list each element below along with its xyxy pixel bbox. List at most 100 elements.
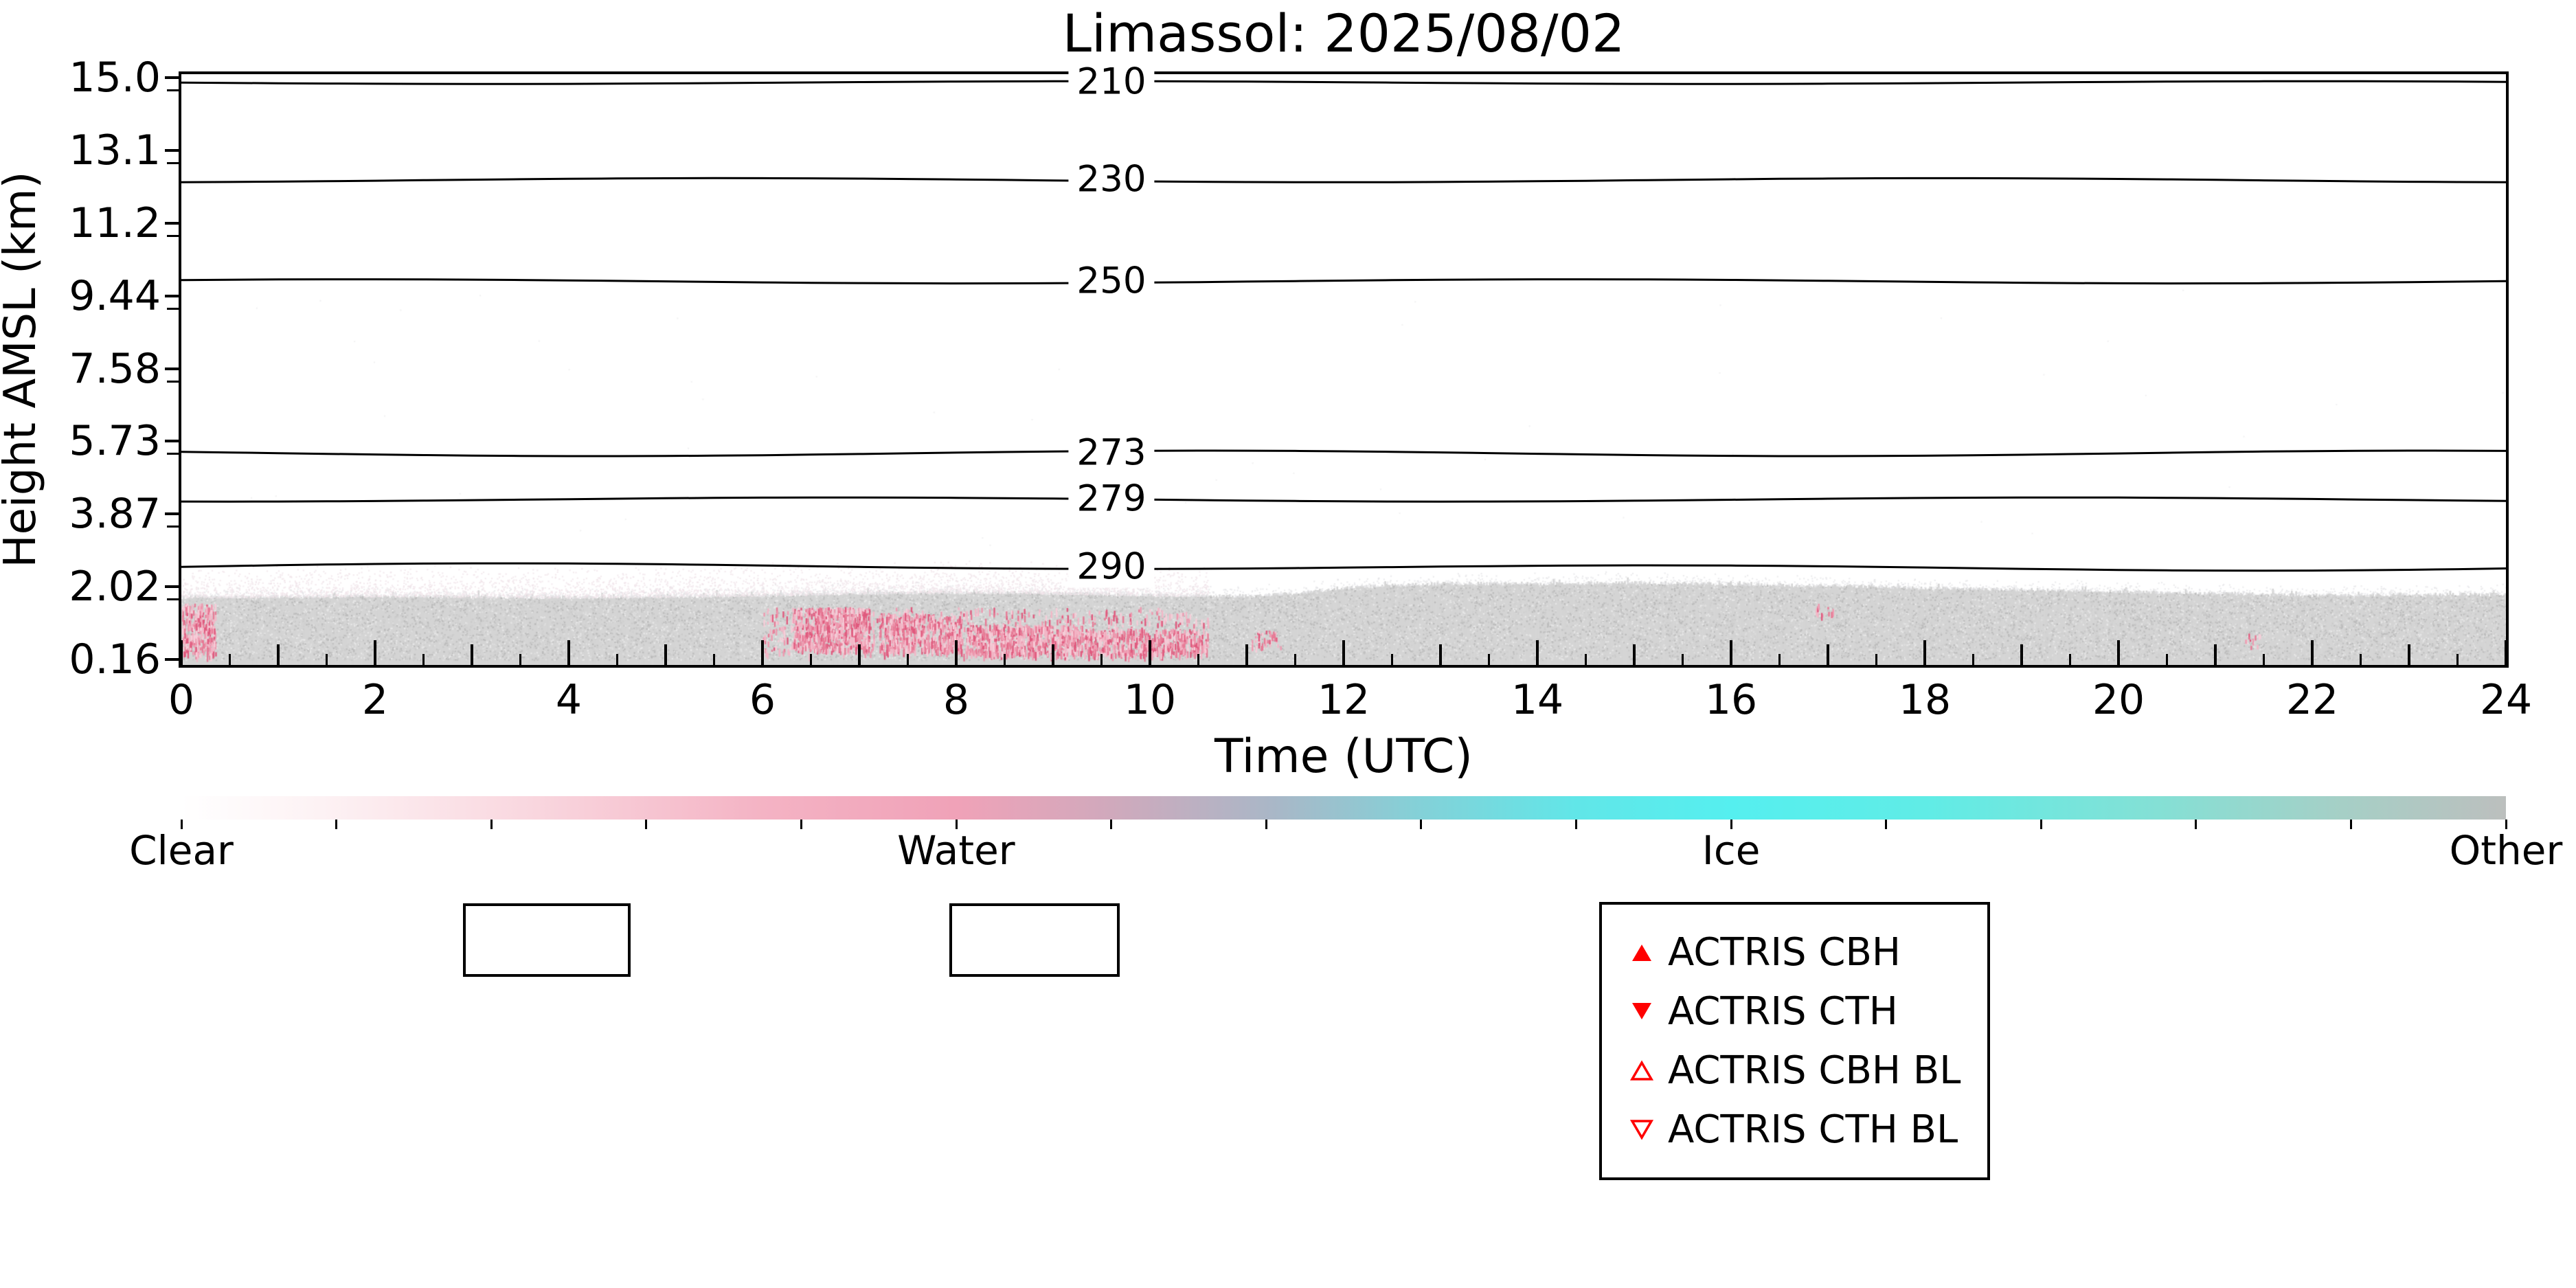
triangle-up-filled-icon (1632, 945, 1651, 961)
colorbar-tick (2040, 820, 2042, 829)
y-minor-tick (167, 234, 181, 237)
x-tick-label: 2 (361, 676, 389, 724)
x-tick (664, 644, 667, 665)
isotherm-label: 230 (1068, 159, 1155, 201)
classification-canvas (181, 74, 2506, 665)
isotherm-label: 210 (1068, 61, 1155, 104)
x-tick (858, 644, 861, 665)
x-tick-label: 22 (2285, 676, 2339, 724)
y-major-tick (165, 440, 181, 443)
y-tick-label: 13.1 (69, 126, 161, 174)
colorbar-tick (1265, 820, 1267, 829)
x-tick (1294, 654, 1296, 665)
x-tick (2311, 640, 2314, 665)
x-tick (2020, 644, 2023, 665)
y-minor-tick (167, 89, 181, 91)
y-tick-label: 5.73 (69, 417, 161, 466)
x-tick-label: 0 (168, 676, 195, 724)
colorbar-tick (2505, 820, 2507, 829)
y-tick-label: 11.2 (69, 199, 161, 247)
x-tick-label: 4 (555, 676, 583, 724)
x-tick (2408, 644, 2410, 665)
x-tick (277, 644, 280, 665)
isotherm-line (181, 177, 2506, 183)
x-tick-label: 18 (1898, 676, 1952, 724)
colorbar-tick (1420, 820, 1423, 829)
x-tick (1100, 654, 1103, 665)
colorbar-tick (955, 820, 958, 829)
x-tick-label: 14 (1511, 676, 1564, 724)
x-tick (1972, 654, 1974, 665)
x-tick (1633, 644, 1636, 665)
y-tick-label: 15.0 (69, 54, 161, 102)
x-tick (2505, 640, 2507, 665)
x-tick (2166, 654, 2168, 665)
empty-box-1 (463, 903, 631, 977)
x-axis-title: Time (UTC) (1214, 730, 1473, 784)
legend-entry-label: ACTRIS CBH (1668, 929, 1901, 975)
x-tick-label: 16 (1704, 676, 1758, 724)
x-tick-label: 10 (1123, 676, 1177, 724)
y-major-tick (165, 221, 181, 225)
x-tick (1827, 644, 1829, 665)
empty-box-2 (949, 903, 1120, 977)
x-tick (761, 640, 764, 665)
triangle-down-filled-icon (1632, 1003, 1651, 1019)
isotherm-line (181, 496, 2506, 503)
x-tick-label: 6 (749, 676, 776, 724)
x-tick (180, 640, 183, 665)
colorbar-tick (2195, 820, 2197, 829)
x-tick (1439, 644, 1442, 665)
legend-entry: ACTRIS CBH (1629, 923, 1987, 982)
colorbar-tick (800, 820, 802, 829)
y-tick-label: 9.44 (69, 271, 161, 320)
colorbar-class-label: Clear (129, 827, 234, 874)
x-tick (2117, 640, 2120, 665)
y-tick-label: 7.58 (69, 344, 161, 393)
triangle-up-open-icon (1629, 1060, 1654, 1081)
x-tick (2360, 654, 2362, 665)
isotherm-label: 273 (1068, 432, 1155, 475)
legend-entry: ACTRIS CBH BL (1629, 1041, 1987, 1100)
legend-entry-label: ACTRIS CTH (1668, 988, 1898, 1034)
colorbar-tick (490, 820, 493, 829)
x-tick (713, 654, 715, 665)
colorbar-tick (1574, 820, 1577, 829)
x-tick (1149, 640, 1151, 665)
isotherm-contours (181, 80, 2506, 572)
plot-area: 210 230 250 273 279 290 (179, 61, 2509, 668)
colorbar-class-label: Other (2449, 827, 2563, 874)
x-tick (2263, 654, 2265, 665)
x-tick-label: 24 (2479, 676, 2533, 724)
legend-entry-label: ACTRIS CTH BL (1668, 1107, 1958, 1152)
x-tick (229, 654, 231, 665)
colorbar-tick (335, 820, 338, 829)
x-tick (1052, 644, 1054, 665)
x-tick (1488, 654, 1490, 665)
x-tick (1875, 654, 1877, 665)
x-tick (1536, 640, 1539, 665)
x-tick (616, 654, 618, 665)
legend-entries: ACTRIS CBH ACTRIS CTH ACTRIS CBH BL ACTRIS … (1629, 923, 1987, 1159)
colorbar-tick (1730, 820, 1732, 829)
x-tick (567, 640, 570, 665)
x-tick (1730, 640, 1732, 665)
y-minor-tick (167, 307, 181, 310)
legend: ACTRIS CBH ACTRIS CTH ACTRIS CBH BL ACTRIS … (1599, 902, 1990, 1180)
x-tick (326, 654, 328, 665)
x-tick (2456, 654, 2459, 665)
x-tick (1391, 654, 1393, 665)
x-tick (471, 644, 473, 665)
isotherm-line (181, 562, 2506, 572)
y-major-tick (165, 294, 181, 297)
y-tick-label: 0.16 (69, 635, 161, 683)
x-tick (422, 654, 425, 665)
isotherm-line (181, 278, 2506, 285)
x-tick (374, 640, 376, 665)
chart-title: Limassol: 2025/08/02 (1062, 3, 1625, 64)
colorbar-tick (1110, 820, 1113, 829)
y-minor-tick (167, 453, 181, 455)
legend-entry: ACTRIS CTH (1629, 982, 1987, 1041)
x-tick (1682, 654, 1684, 665)
x-tick (907, 654, 909, 665)
